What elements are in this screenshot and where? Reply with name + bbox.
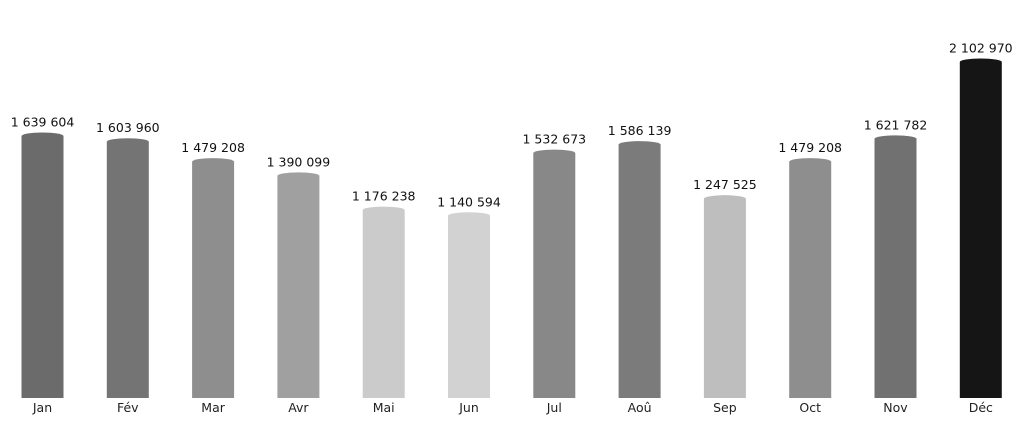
value-label-Oct: 1 479 208: [778, 140, 842, 155]
category-label-Jul: Jul: [546, 400, 562, 415]
category-label-Déc: Déc: [969, 400, 993, 415]
bar-Déc: [959, 58, 1002, 399]
value-label-Jul: 1 532 673: [522, 132, 586, 147]
bar-Mar: [192, 158, 235, 398]
category-label-Sep: Sep: [713, 400, 737, 415]
value-label-Mai: 1 176 238: [352, 189, 416, 204]
bar-Avr: [277, 172, 320, 398]
value-label-Avr: 1 390 099: [267, 154, 331, 169]
value-label-Aoû: 1 586 139: [608, 123, 672, 138]
value-label-Nov: 1 621 782: [864, 117, 928, 132]
value-label-Fév: 1 603 960: [96, 120, 160, 135]
value-label-Jun: 1 140 594: [437, 194, 501, 209]
bar-Mai: [362, 206, 405, 398]
bar-Jan: [21, 132, 64, 398]
bar-Fév: [106, 138, 149, 399]
category-label-Aoû: Aoû: [628, 400, 652, 415]
category-label-Jan: Jan: [32, 400, 52, 415]
category-label-Oct: Oct: [799, 400, 821, 415]
bars-group: [21, 58, 1002, 399]
category-label-Nov: Nov: [883, 400, 908, 415]
value-label-Mar: 1 479 208: [181, 140, 245, 155]
bar-Oct: [789, 158, 832, 398]
value-label-Déc: 2 102 970: [949, 41, 1013, 56]
category-label-Mai: Mai: [373, 400, 395, 415]
value-labels-group: 1 639 604 1 603 960 1 479 208 1 390 099 1 17…: [11, 41, 1013, 210]
category-labels-group: Jan Fév Mar Avr Mai Jun Jul Aoû Sep Oct Nov Déc: [32, 400, 993, 415]
category-label-Mar: Mar: [201, 400, 225, 415]
bar-Jun: [448, 212, 490, 398]
bar-Jul: [533, 149, 576, 398]
category-label-Jun: Jun: [458, 400, 479, 415]
value-label-Jan: 1 639 604: [11, 115, 75, 130]
bar-Aoû: [618, 141, 661, 398]
bar-Sep: [703, 195, 746, 398]
bar-Nov: [874, 135, 917, 398]
category-label-Fév: Fév: [117, 400, 139, 415]
value-label-Sep: 1 247 525: [693, 177, 757, 192]
category-label-Avr: Avr: [288, 400, 309, 415]
